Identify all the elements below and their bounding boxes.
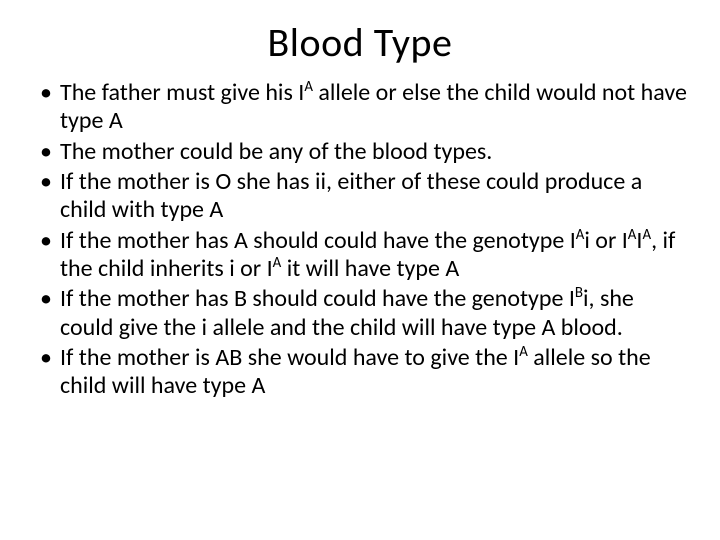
superscript: A bbox=[304, 77, 313, 95]
slide-title: Blood Type bbox=[28, 18, 692, 67]
bullet-text: The mother could be any of the blood typ… bbox=[60, 137, 492, 166]
superscript: B bbox=[575, 283, 583, 301]
superscript: A bbox=[642, 225, 651, 243]
bullet-text: If the mother is O she has ii, either of… bbox=[60, 167, 642, 224]
slide-container: Blood Type The father must give his IA a… bbox=[0, 0, 720, 540]
bullet-text: If the mother has A should could have th… bbox=[60, 226, 576, 255]
bullet-text: The father must give his I bbox=[60, 78, 304, 107]
list-item: If the mother has B should could have th… bbox=[60, 285, 692, 342]
superscript: A bbox=[273, 253, 282, 271]
list-item: The mother could be any of the blood typ… bbox=[60, 138, 692, 166]
bullet-text: it will have type A bbox=[281, 254, 459, 283]
list-item: If the mother has A should could have th… bbox=[60, 227, 692, 284]
list-item: The father must give his IA allele or el… bbox=[60, 79, 692, 136]
bullet-list: The father must give his IA allele or el… bbox=[28, 79, 692, 400]
bullet-text: i or I bbox=[584, 226, 627, 255]
bullet-text: If the mother is AB she would have to gi… bbox=[60, 343, 519, 372]
list-item: If the mother is O she has ii, either of… bbox=[60, 168, 692, 225]
superscript: A bbox=[519, 342, 528, 360]
bullet-text: If the mother has B should could have th… bbox=[60, 284, 575, 313]
list-item: If the mother is AB she would have to gi… bbox=[60, 344, 692, 401]
